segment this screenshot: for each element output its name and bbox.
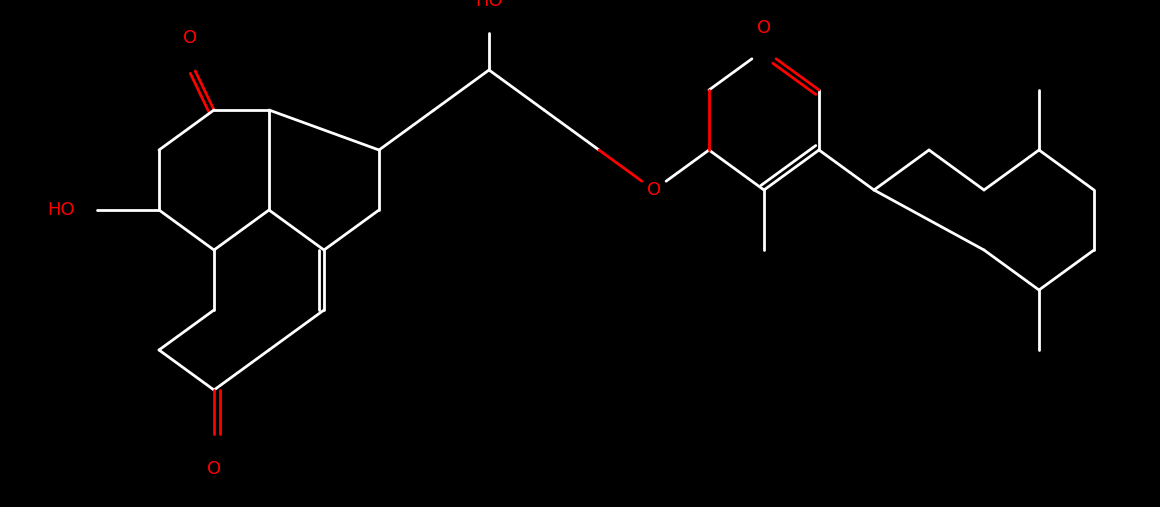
Text: HO: HO — [476, 0, 502, 10]
Text: O: O — [647, 181, 661, 199]
Text: O: O — [757, 19, 771, 37]
Text: HO: HO — [48, 201, 75, 219]
Text: O: O — [183, 29, 197, 47]
Text: O: O — [206, 460, 222, 478]
